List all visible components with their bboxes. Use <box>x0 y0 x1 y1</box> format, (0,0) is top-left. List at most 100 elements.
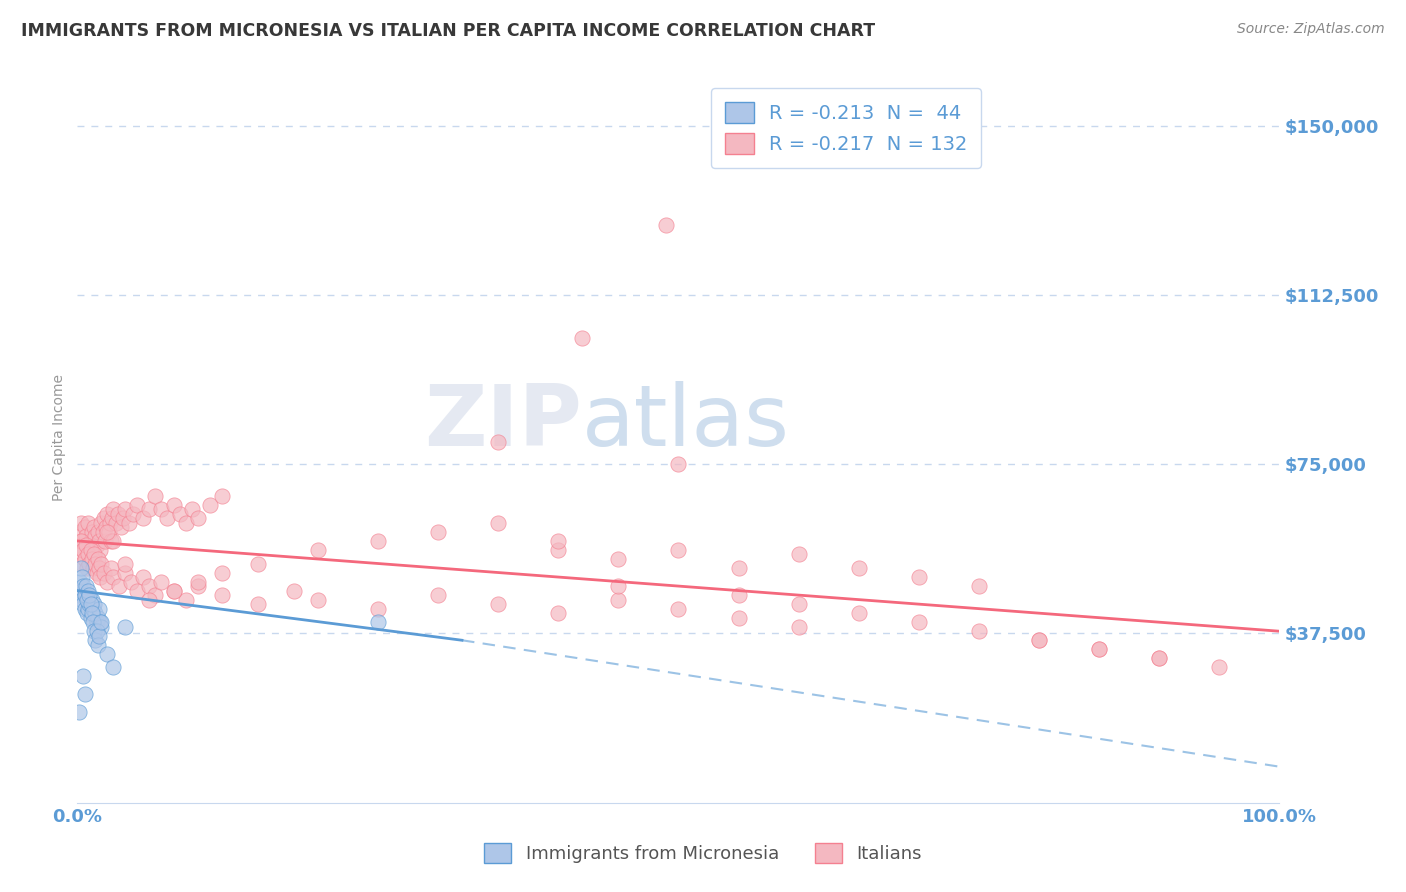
Point <box>427 588 450 602</box>
Point <box>198 498 221 512</box>
Point <box>87 629 110 643</box>
Point <box>79 557 101 571</box>
Point <box>156 511 179 525</box>
Text: ZIP: ZIP <box>425 381 582 464</box>
Point <box>87 561 110 575</box>
Point <box>83 624 105 639</box>
Point <box>96 507 118 521</box>
Point <box>96 524 118 539</box>
Legend: Immigrants from Micronesia, Italians: Immigrants from Micronesia, Italians <box>474 832 932 874</box>
Point <box>967 624 990 639</box>
Point <box>283 583 305 598</box>
Point <box>93 566 115 580</box>
Point <box>307 592 329 607</box>
Point <box>486 516 509 530</box>
Point <box>75 538 97 552</box>
Point <box>114 557 136 571</box>
Point <box>79 538 101 552</box>
Point <box>427 524 450 539</box>
Point <box>83 548 105 562</box>
Point <box>69 548 91 562</box>
Point <box>87 524 110 539</box>
Point <box>87 533 110 548</box>
Text: IMMIGRANTS FROM MICRONESIA VS ITALIAN PER CAPITA INCOME CORRELATION CHART: IMMIGRANTS FROM MICRONESIA VS ITALIAN PE… <box>21 22 875 40</box>
Point <box>70 533 93 548</box>
Point <box>110 520 132 534</box>
Point <box>86 615 108 630</box>
Point <box>67 706 90 720</box>
Text: Source: ZipAtlas.com: Source: ZipAtlas.com <box>1237 22 1385 37</box>
Point <box>82 561 104 575</box>
Point <box>73 588 96 602</box>
Point <box>246 557 269 571</box>
Point <box>145 489 167 503</box>
Point <box>727 561 749 575</box>
Point <box>486 597 509 611</box>
Point <box>138 502 160 516</box>
Point <box>162 583 184 598</box>
Point <box>547 533 569 548</box>
Point <box>727 588 749 602</box>
Point <box>70 570 93 584</box>
Point <box>79 597 101 611</box>
Point <box>79 597 101 611</box>
Point <box>72 543 94 558</box>
Point <box>132 511 155 525</box>
Point <box>132 570 155 584</box>
Point <box>547 606 569 620</box>
Point <box>86 566 108 580</box>
Point <box>87 552 110 566</box>
Point <box>655 218 678 232</box>
Point <box>211 489 233 503</box>
Point <box>72 669 94 683</box>
Point <box>114 566 136 580</box>
Point <box>118 516 141 530</box>
Point <box>100 561 122 575</box>
Point <box>1208 660 1230 674</box>
Point <box>1088 642 1111 657</box>
Point <box>103 533 125 548</box>
Point <box>114 502 136 516</box>
Point <box>787 620 810 634</box>
Point <box>1028 633 1050 648</box>
Legend: R = -0.213  N =  44, R = -0.217  N = 132: R = -0.213 N = 44, R = -0.217 N = 132 <box>711 88 981 168</box>
Point <box>86 538 108 552</box>
Point <box>169 507 191 521</box>
Point <box>94 533 117 548</box>
Point <box>84 633 107 648</box>
Point <box>145 588 167 602</box>
Point <box>67 524 90 539</box>
Point <box>70 583 93 598</box>
Point <box>727 610 749 624</box>
Point <box>138 592 160 607</box>
Point <box>571 331 593 345</box>
Point <box>108 579 131 593</box>
Point <box>98 516 121 530</box>
Point <box>93 511 115 525</box>
Point <box>76 561 98 575</box>
Point <box>103 570 125 584</box>
Point <box>69 574 91 589</box>
Point <box>162 583 184 598</box>
Point <box>1149 651 1171 665</box>
Point <box>180 502 202 516</box>
Point <box>84 557 107 571</box>
Point <box>80 552 103 566</box>
Point <box>668 457 690 471</box>
Point <box>76 548 98 562</box>
Point <box>607 592 630 607</box>
Point <box>96 574 118 589</box>
Point <box>186 511 209 525</box>
Point <box>211 566 233 580</box>
Point <box>72 597 94 611</box>
Point <box>150 502 173 516</box>
Point <box>107 507 129 521</box>
Point <box>87 610 110 624</box>
Point <box>668 601 690 615</box>
Point <box>211 588 233 602</box>
Point <box>82 543 104 558</box>
Point <box>77 516 100 530</box>
Point <box>307 543 329 558</box>
Y-axis label: Per Capita Income: Per Capita Income <box>52 374 66 500</box>
Point <box>75 588 97 602</box>
